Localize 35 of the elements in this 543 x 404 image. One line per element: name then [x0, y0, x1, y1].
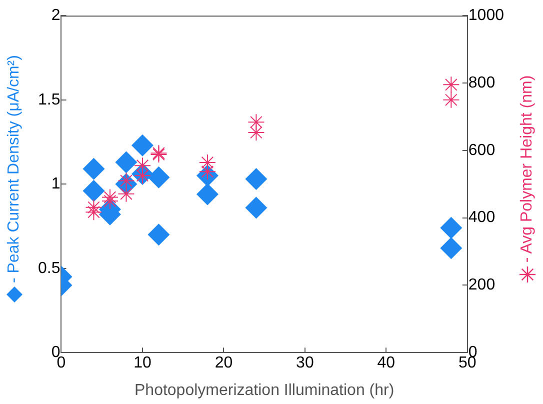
y2-tick-label: 800	[468, 74, 496, 92]
point	[196, 183, 218, 206]
point	[148, 166, 170, 188]
y2-tick-label: 600	[468, 142, 496, 159]
point	[118, 185, 135, 202]
point	[248, 114, 265, 131]
y-axis-title: - Peak Current Density (μA/cm²)	[5, 54, 23, 282]
point	[82, 158, 105, 180]
point	[101, 192, 118, 210]
y-tick-label: 0.5	[38, 260, 60, 277]
y2-tick-label: 400	[468, 209, 496, 226]
x-tick-label: 20	[214, 354, 233, 372]
x-tick-label: 10	[134, 354, 152, 372]
point	[442, 91, 460, 108]
point	[131, 134, 154, 156]
point	[82, 180, 105, 202]
x-tick-label: 40	[377, 354, 396, 372]
point	[245, 168, 268, 190]
y-tick-label: 2	[51, 7, 60, 24]
point	[115, 151, 138, 174]
y-tick-label: 1.5	[38, 91, 60, 108]
x-tick-label: 30	[296, 354, 314, 372]
y2-tick-label: 1000	[468, 7, 504, 24]
y2-tick-label: 200	[468, 276, 496, 294]
y-tick-label: 1	[51, 176, 60, 193]
point	[248, 124, 265, 142]
point	[148, 224, 170, 246]
point	[440, 216, 462, 239]
y2-axis-title: - Avg Polymer Height (nm)	[518, 74, 536, 262]
x-axis-title: Photopolymerization Illumination (hr)	[134, 382, 394, 399]
point	[245, 196, 268, 219]
point	[198, 154, 216, 172]
point	[440, 237, 462, 260]
point	[101, 188, 118, 206]
point	[442, 76, 460, 94]
